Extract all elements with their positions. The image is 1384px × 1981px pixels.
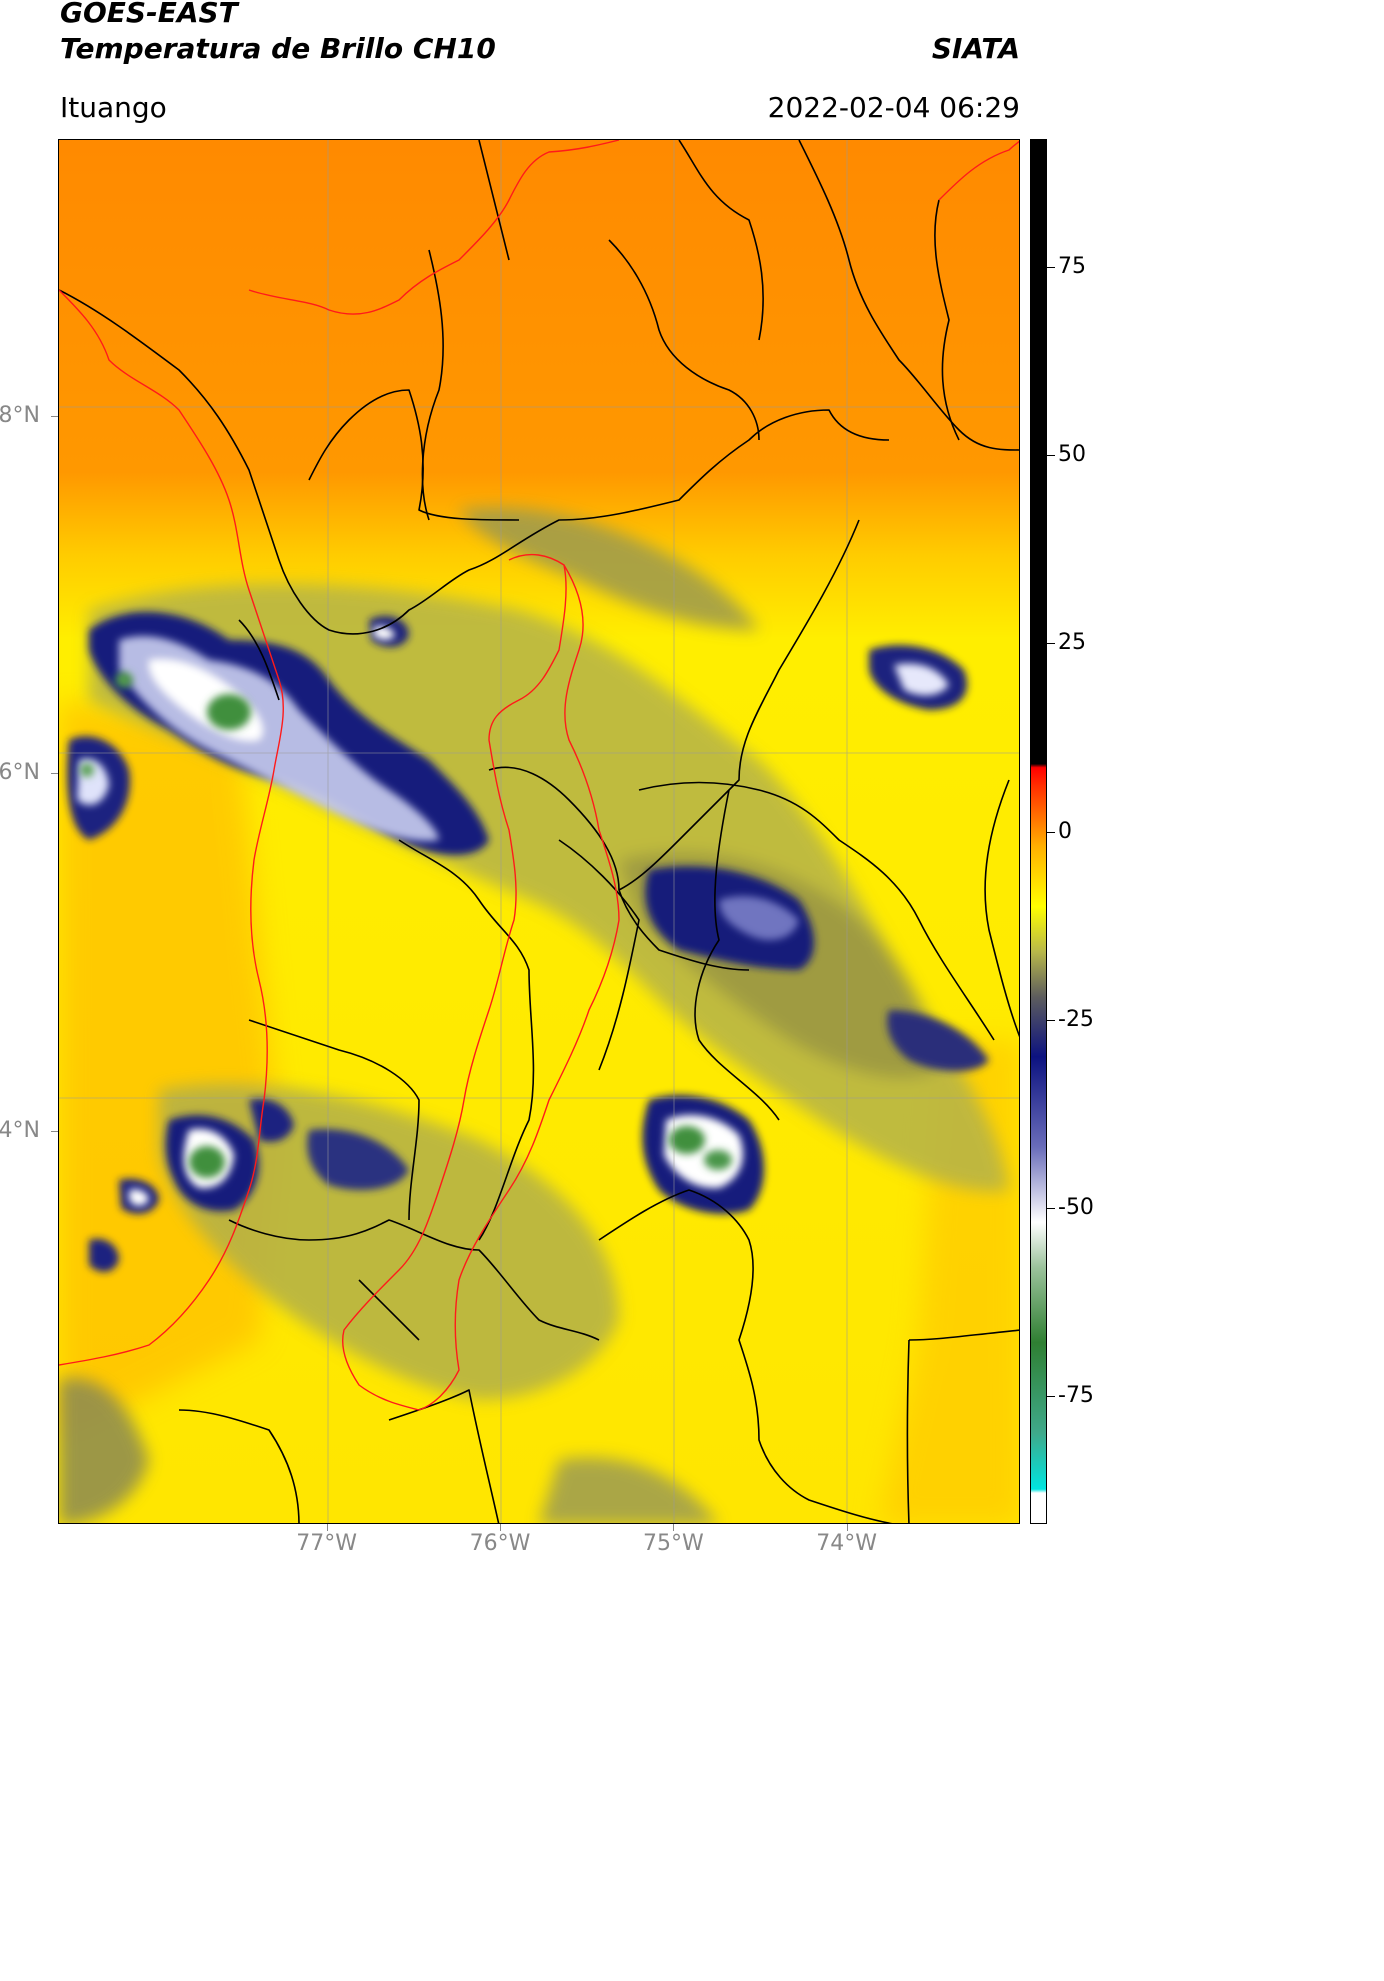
colorbar-tick: [1047, 266, 1055, 268]
colorbar-tick-label: -25: [1058, 1006, 1094, 1032]
latitude-tick: [51, 416, 58, 417]
colorbar-tick: [1047, 831, 1055, 833]
cold-cloud-tops: [77, 626, 949, 1206]
latitude-tick: [51, 1130, 58, 1132]
latitude-label: 8°N: [0, 403, 40, 428]
coldest-tops: [80, 672, 732, 1178]
colorbar-gradient: [1031, 140, 1046, 1523]
longitude-tick: [500, 1524, 501, 1531]
brightness-temperature-map[interactable]: [58, 139, 1020, 1524]
colorbar-tick: [1047, 455, 1055, 457]
datetime-label: 2022-02-04 06:29: [767, 91, 1020, 124]
latitude-label: 4°N: [0, 1117, 40, 1143]
title-product: Temperatura de Brillo CH10: [60, 32, 496, 65]
latitude-label: 6°N: [0, 760, 40, 786]
latitude-tick: [51, 773, 58, 775]
colorbar-tick-label: 75: [1058, 253, 1086, 279]
colorbar-tick: [1047, 643, 1055, 645]
colorbar-tick-label: -75: [1058, 1383, 1094, 1409]
longitude-label: 77°W: [296, 1531, 358, 1556]
red-borders: [59, 140, 1019, 1411]
colorbar-tick: [1047, 1019, 1055, 1021]
location-label: Ituango: [60, 91, 167, 124]
colorbar-tick: [1047, 1396, 1055, 1398]
graticule: [59, 140, 1019, 1523]
colorbar-tick-label: 50: [1058, 442, 1086, 468]
colorbar-tick-label: -50: [1058, 1194, 1094, 1220]
colorbar-tick-label: 0: [1058, 818, 1072, 844]
longitude-tick: [846, 1524, 848, 1531]
colorbar-tick-label: 25: [1058, 630, 1086, 656]
longitude-tick: [673, 1524, 675, 1531]
temperature-colorbar: [1030, 139, 1047, 1524]
longitude-label: 74°W: [816, 1531, 878, 1556]
colorbar-tick: [1047, 1207, 1055, 1209]
longitude-tick: [326, 1524, 328, 1531]
brand-label: SIATA: [931, 32, 1020, 65]
longitude-label: 75°W: [642, 1531, 704, 1556]
longitude-label: 76°W: [469, 1531, 531, 1556]
department-borders: [59, 140, 1019, 1523]
title-satellite: GOES-EAST: [60, 0, 238, 29]
